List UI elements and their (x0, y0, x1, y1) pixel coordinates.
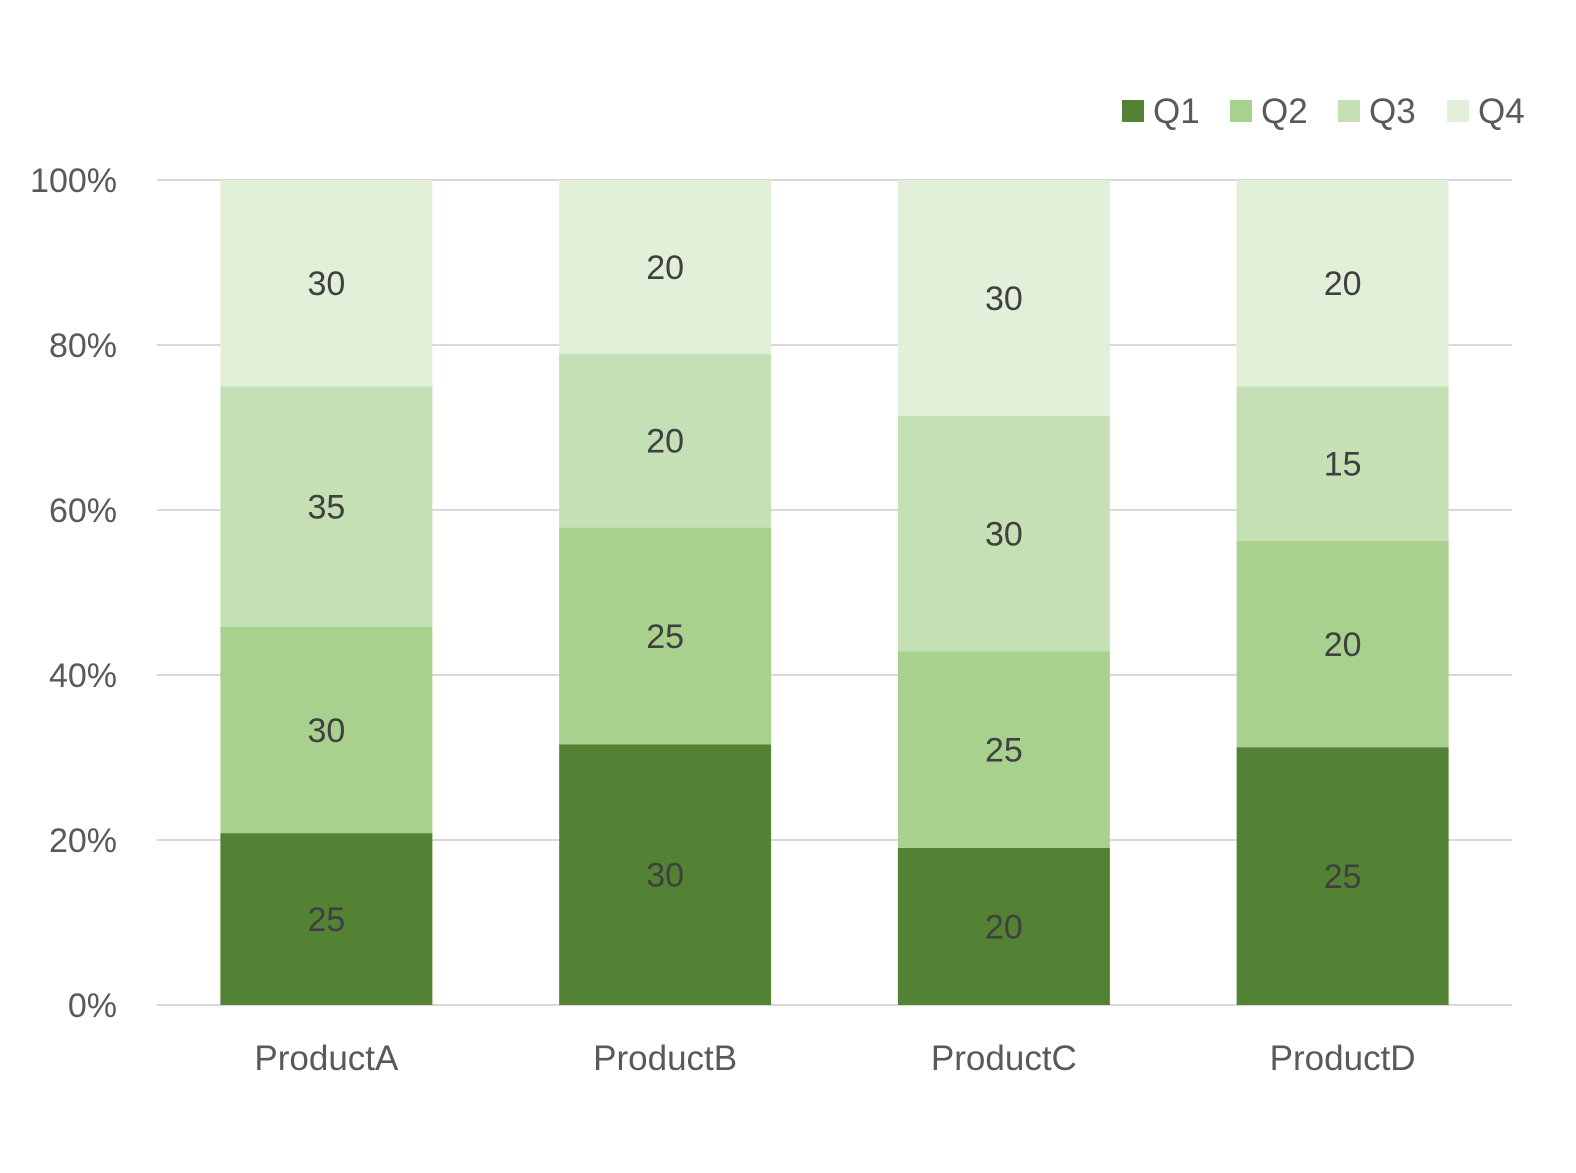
bars (220, 180, 1449, 1005)
legend-swatch-q4 (1447, 100, 1469, 122)
bar-segment-q1-productc (897, 847, 1110, 1005)
x-tick-label: ProductD (1270, 1039, 1416, 1078)
bar-segment-q3-productc (897, 415, 1110, 652)
legend-label-q1: Q1 (1153, 92, 1200, 131)
bar-segment-q1-producta (220, 833, 433, 1005)
y-tick-label: 20% (49, 822, 117, 860)
bar-segment-q2-productc (897, 651, 1110, 848)
data-label: 30 (985, 516, 1023, 554)
legend: Q1 Q2 Q3 Q4 (1122, 92, 1525, 131)
y-tick-label: 40% (49, 657, 117, 695)
y-tick-label: 0% (68, 987, 117, 1025)
y-tick-label: 60% (49, 492, 117, 530)
y-tick-label: 100% (30, 162, 117, 200)
bar-segment-q4-productb (559, 180, 772, 354)
data-label: 25 (646, 618, 684, 656)
data-label: 30 (307, 265, 345, 303)
x-tick-label: ProductB (593, 1039, 737, 1078)
bar-segment-q3-producta (220, 386, 433, 627)
data-label: 20 (1324, 626, 1362, 664)
data-label: 30 (985, 280, 1023, 318)
data-label: 30 (646, 857, 684, 895)
x-tick-label: ProductA (254, 1039, 399, 1078)
data-label: 25 (1324, 858, 1362, 896)
data-label: 25 (307, 901, 345, 939)
data-label: 20 (1324, 265, 1362, 303)
data-label: 20 (646, 423, 684, 461)
legend-swatch-q2 (1230, 100, 1252, 122)
x-tick-label: ProductC (931, 1039, 1077, 1078)
bar-segment-q1-productb (559, 744, 772, 1005)
data-labels: 25 30 35 30 30 25 20 20 20 25 30 30 25 20 15 20 (307, 249, 1361, 947)
legend-label-q2: Q2 (1261, 92, 1308, 131)
data-label: 30 (307, 712, 345, 750)
bar-segment-q2-producta (220, 626, 433, 834)
bar-segment-q2-productd (1236, 540, 1449, 748)
bar-segment-q3-productb (559, 353, 772, 528)
data-label: 25 (985, 732, 1023, 770)
bar-segment-q4-productc (897, 180, 1110, 416)
bar-segment-q3-productd (1236, 386, 1449, 541)
axes: 0% 20% 40% 60% 80% 100% ProductA ProductB Produc… (30, 162, 1416, 1078)
legend-label-q3: Q3 (1369, 92, 1416, 131)
y-tick-label: 80% (49, 327, 117, 365)
bar-segment-q4-productd (1236, 180, 1449, 387)
data-label: 20 (646, 249, 684, 287)
legend-swatch-q1 (1122, 100, 1144, 122)
legend-label-q4: Q4 (1478, 92, 1525, 131)
bar-segment-q1-productd (1236, 747, 1449, 1005)
bar-segment-q2-productb (559, 527, 772, 745)
data-label: 20 (985, 908, 1023, 946)
bar-segment-q4-producta (220, 180, 433, 387)
data-label: 35 (307, 489, 345, 527)
data-label: 15 (1324, 446, 1362, 484)
legend-swatch-q3 (1338, 100, 1360, 122)
